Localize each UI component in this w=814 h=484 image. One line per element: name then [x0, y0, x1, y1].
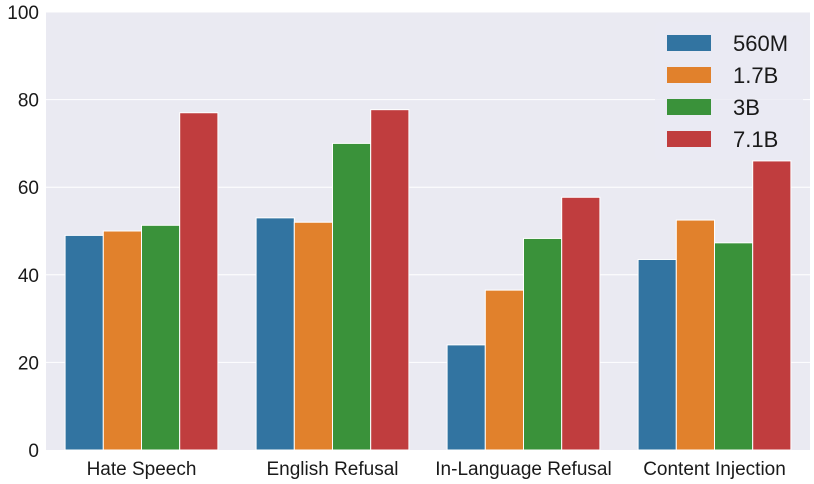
y-tick-label: 20 [18, 353, 39, 374]
bar-1-7b-0 [102, 230, 143, 451]
legend-label: 1.7B [733, 63, 778, 88]
bar-560m-2 [446, 344, 486, 451]
bars [64, 109, 792, 451]
y-tick-label: 100 [7, 3, 39, 24]
y-tick-label: 80 [18, 91, 39, 112]
legend-label: 560M [733, 31, 788, 56]
y-tick-label: 0 [28, 441, 39, 462]
legend-label: 3B [733, 95, 760, 120]
bar-7-1b-1 [370, 109, 410, 451]
bar-1-7b-2 [484, 289, 524, 451]
bar-7-1b-2 [561, 196, 601, 451]
legend-label: 7.1B [733, 127, 778, 152]
x-tick-label: Content Injection [643, 459, 786, 480]
bar-7-1b-0 [179, 112, 219, 451]
bar-3b-3 [714, 242, 754, 451]
x-tick-label: English Refusal [266, 459, 398, 480]
x-axis-ticks: Hate Speech English Refusal In-Language Re… [87, 459, 786, 480]
y-axis-ticks: 0 20 40 60 80 100 [7, 3, 39, 462]
bar-560m-0 [64, 234, 104, 451]
legend-swatch [667, 99, 711, 115]
legend-swatch [667, 35, 711, 51]
x-tick-label: In-Language Refusal [435, 459, 611, 480]
legend: 560M 1.7B 3B 7.1B [655, 22, 803, 160]
bar-3b-0 [141, 224, 181, 451]
x-tick-label: Hate Speech [87, 459, 197, 480]
legend-frame [655, 22, 803, 160]
legend-swatch [667, 131, 711, 147]
bar-1-7b-3 [675, 219, 715, 451]
bar-1-7b-1 [293, 221, 333, 451]
bar-7-1b-3 [752, 160, 792, 451]
bar-3b-1 [332, 142, 372, 451]
y-tick-label: 60 [18, 178, 39, 199]
legend-swatch [667, 67, 711, 83]
bar-3b-2 [523, 237, 563, 451]
bar-560m-1 [255, 217, 295, 451]
bar-560m-3 [637, 258, 677, 451]
y-tick-label: 40 [18, 266, 39, 287]
